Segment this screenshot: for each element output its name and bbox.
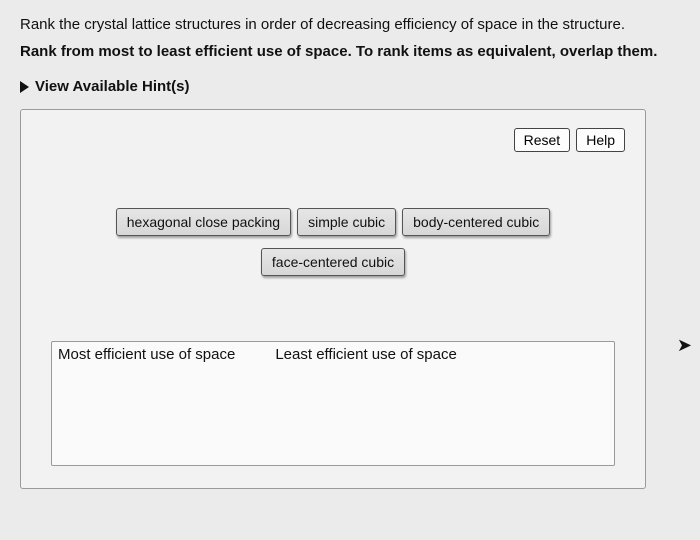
- help-button[interactable]: Help: [576, 128, 625, 152]
- question-text-1: Rank the crystal lattice structures in o…: [20, 16, 680, 33]
- tile-face-centered-cubic[interactable]: face-centered cubic: [261, 248, 405, 276]
- unranked-tiles-area: hexagonal close packing simple cubic bod…: [51, 208, 615, 276]
- tile-simple-cubic[interactable]: simple cubic: [297, 208, 396, 236]
- ranking-stage: Reset Help hexagonal close packing simpl…: [20, 109, 646, 489]
- ranking-dropzone[interactable]: Most efficient use of space Least effici…: [51, 341, 615, 466]
- view-hints-toggle[interactable]: View Available Hint(s): [20, 78, 680, 95]
- tile-body-centered-cubic[interactable]: body-centered cubic: [402, 208, 550, 236]
- dropzone-labels: Most efficient use of space Least effici…: [52, 342, 614, 363]
- reset-button[interactable]: Reset: [514, 128, 571, 152]
- view-hints-label: View Available Hint(s): [35, 78, 190, 95]
- question-text-2: Rank from most to least efficient use of…: [20, 43, 680, 60]
- cursor-icon: ➤: [677, 335, 692, 356]
- stage-toolbar: Reset Help: [514, 128, 625, 152]
- dropzone-label-most: Most efficient use of space: [58, 346, 235, 363]
- chevron-right-icon: [20, 81, 29, 93]
- tile-hexagonal-close-packing[interactable]: hexagonal close packing: [116, 208, 291, 236]
- dropzone-label-least: Least efficient use of space: [275, 346, 457, 363]
